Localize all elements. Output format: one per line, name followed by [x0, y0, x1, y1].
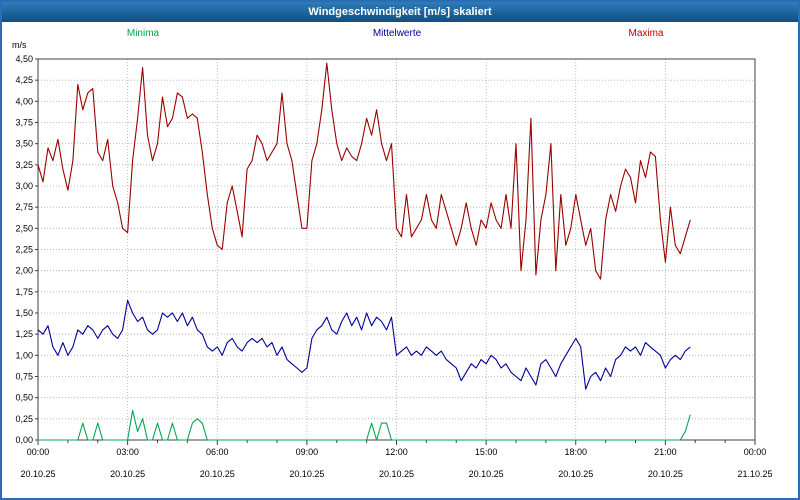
svg-text:20.10.25: 20.10.25 — [469, 469, 504, 479]
svg-text:20.10.25: 20.10.25 — [379, 469, 414, 479]
svg-text:2,50: 2,50 — [15, 223, 33, 233]
svg-text:15:00: 15:00 — [475, 447, 498, 457]
svg-text:4,50: 4,50 — [15, 54, 33, 64]
svg-text:20.10.25: 20.10.25 — [558, 469, 593, 479]
svg-text:3,50: 3,50 — [15, 139, 33, 149]
svg-text:20.10.25: 20.10.25 — [289, 469, 324, 479]
y-axis-unit-label: m/s — [12, 40, 27, 50]
svg-text:0,75: 0,75 — [15, 372, 33, 382]
svg-text:20.10.25: 20.10.25 — [20, 469, 55, 479]
svg-text:20.10.25: 20.10.25 — [200, 469, 235, 479]
svg-text:1,75: 1,75 — [15, 287, 33, 297]
svg-text:4,25: 4,25 — [15, 75, 33, 85]
series-mittelwerte — [37, 299, 691, 390]
svg-text:0,25: 0,25 — [15, 414, 33, 424]
svg-text:21.10.25: 21.10.25 — [737, 469, 772, 479]
svg-text:21:00: 21:00 — [654, 447, 677, 457]
page-title: Windgeschwindigkeit [m/s] skaliert — [2, 2, 798, 22]
svg-text:18:00: 18:00 — [564, 447, 587, 457]
svg-text:3,25: 3,25 — [15, 160, 33, 170]
svg-text:3,75: 3,75 — [15, 118, 33, 128]
svg-text:0,00: 0,00 — [15, 435, 33, 445]
svg-text:20.10.25: 20.10.25 — [110, 469, 145, 479]
svg-text:3,00: 3,00 — [15, 181, 33, 191]
svg-text:09:00: 09:00 — [296, 447, 319, 457]
svg-text:00:00: 00:00 — [744, 447, 767, 457]
svg-text:00:00: 00:00 — [27, 447, 50, 457]
svg-text:2,25: 2,25 — [15, 245, 33, 255]
series-maxima — [37, 62, 691, 280]
svg-text:4,00: 4,00 — [15, 96, 33, 106]
series-minima — [38, 409, 691, 441]
svg-text:03:00: 03:00 — [116, 447, 139, 457]
svg-text:2,75: 2,75 — [15, 202, 33, 212]
legend-mittelwerte: Mittelwerte — [372, 28, 422, 39]
svg-text:2,00: 2,00 — [15, 266, 33, 276]
svg-text:06:00: 06:00 — [206, 447, 229, 457]
svg-text:0,50: 0,50 — [15, 393, 33, 403]
svg-text:1,00: 1,00 — [15, 350, 33, 360]
svg-text:20.10.25: 20.10.25 — [648, 469, 683, 479]
legend-maxima: Maxima — [628, 28, 664, 39]
svg-text:1,25: 1,25 — [15, 329, 33, 339]
svg-text:1,50: 1,50 — [15, 308, 33, 318]
svg-text:12:00: 12:00 — [385, 447, 408, 457]
legend-minima: Minima — [126, 28, 160, 39]
